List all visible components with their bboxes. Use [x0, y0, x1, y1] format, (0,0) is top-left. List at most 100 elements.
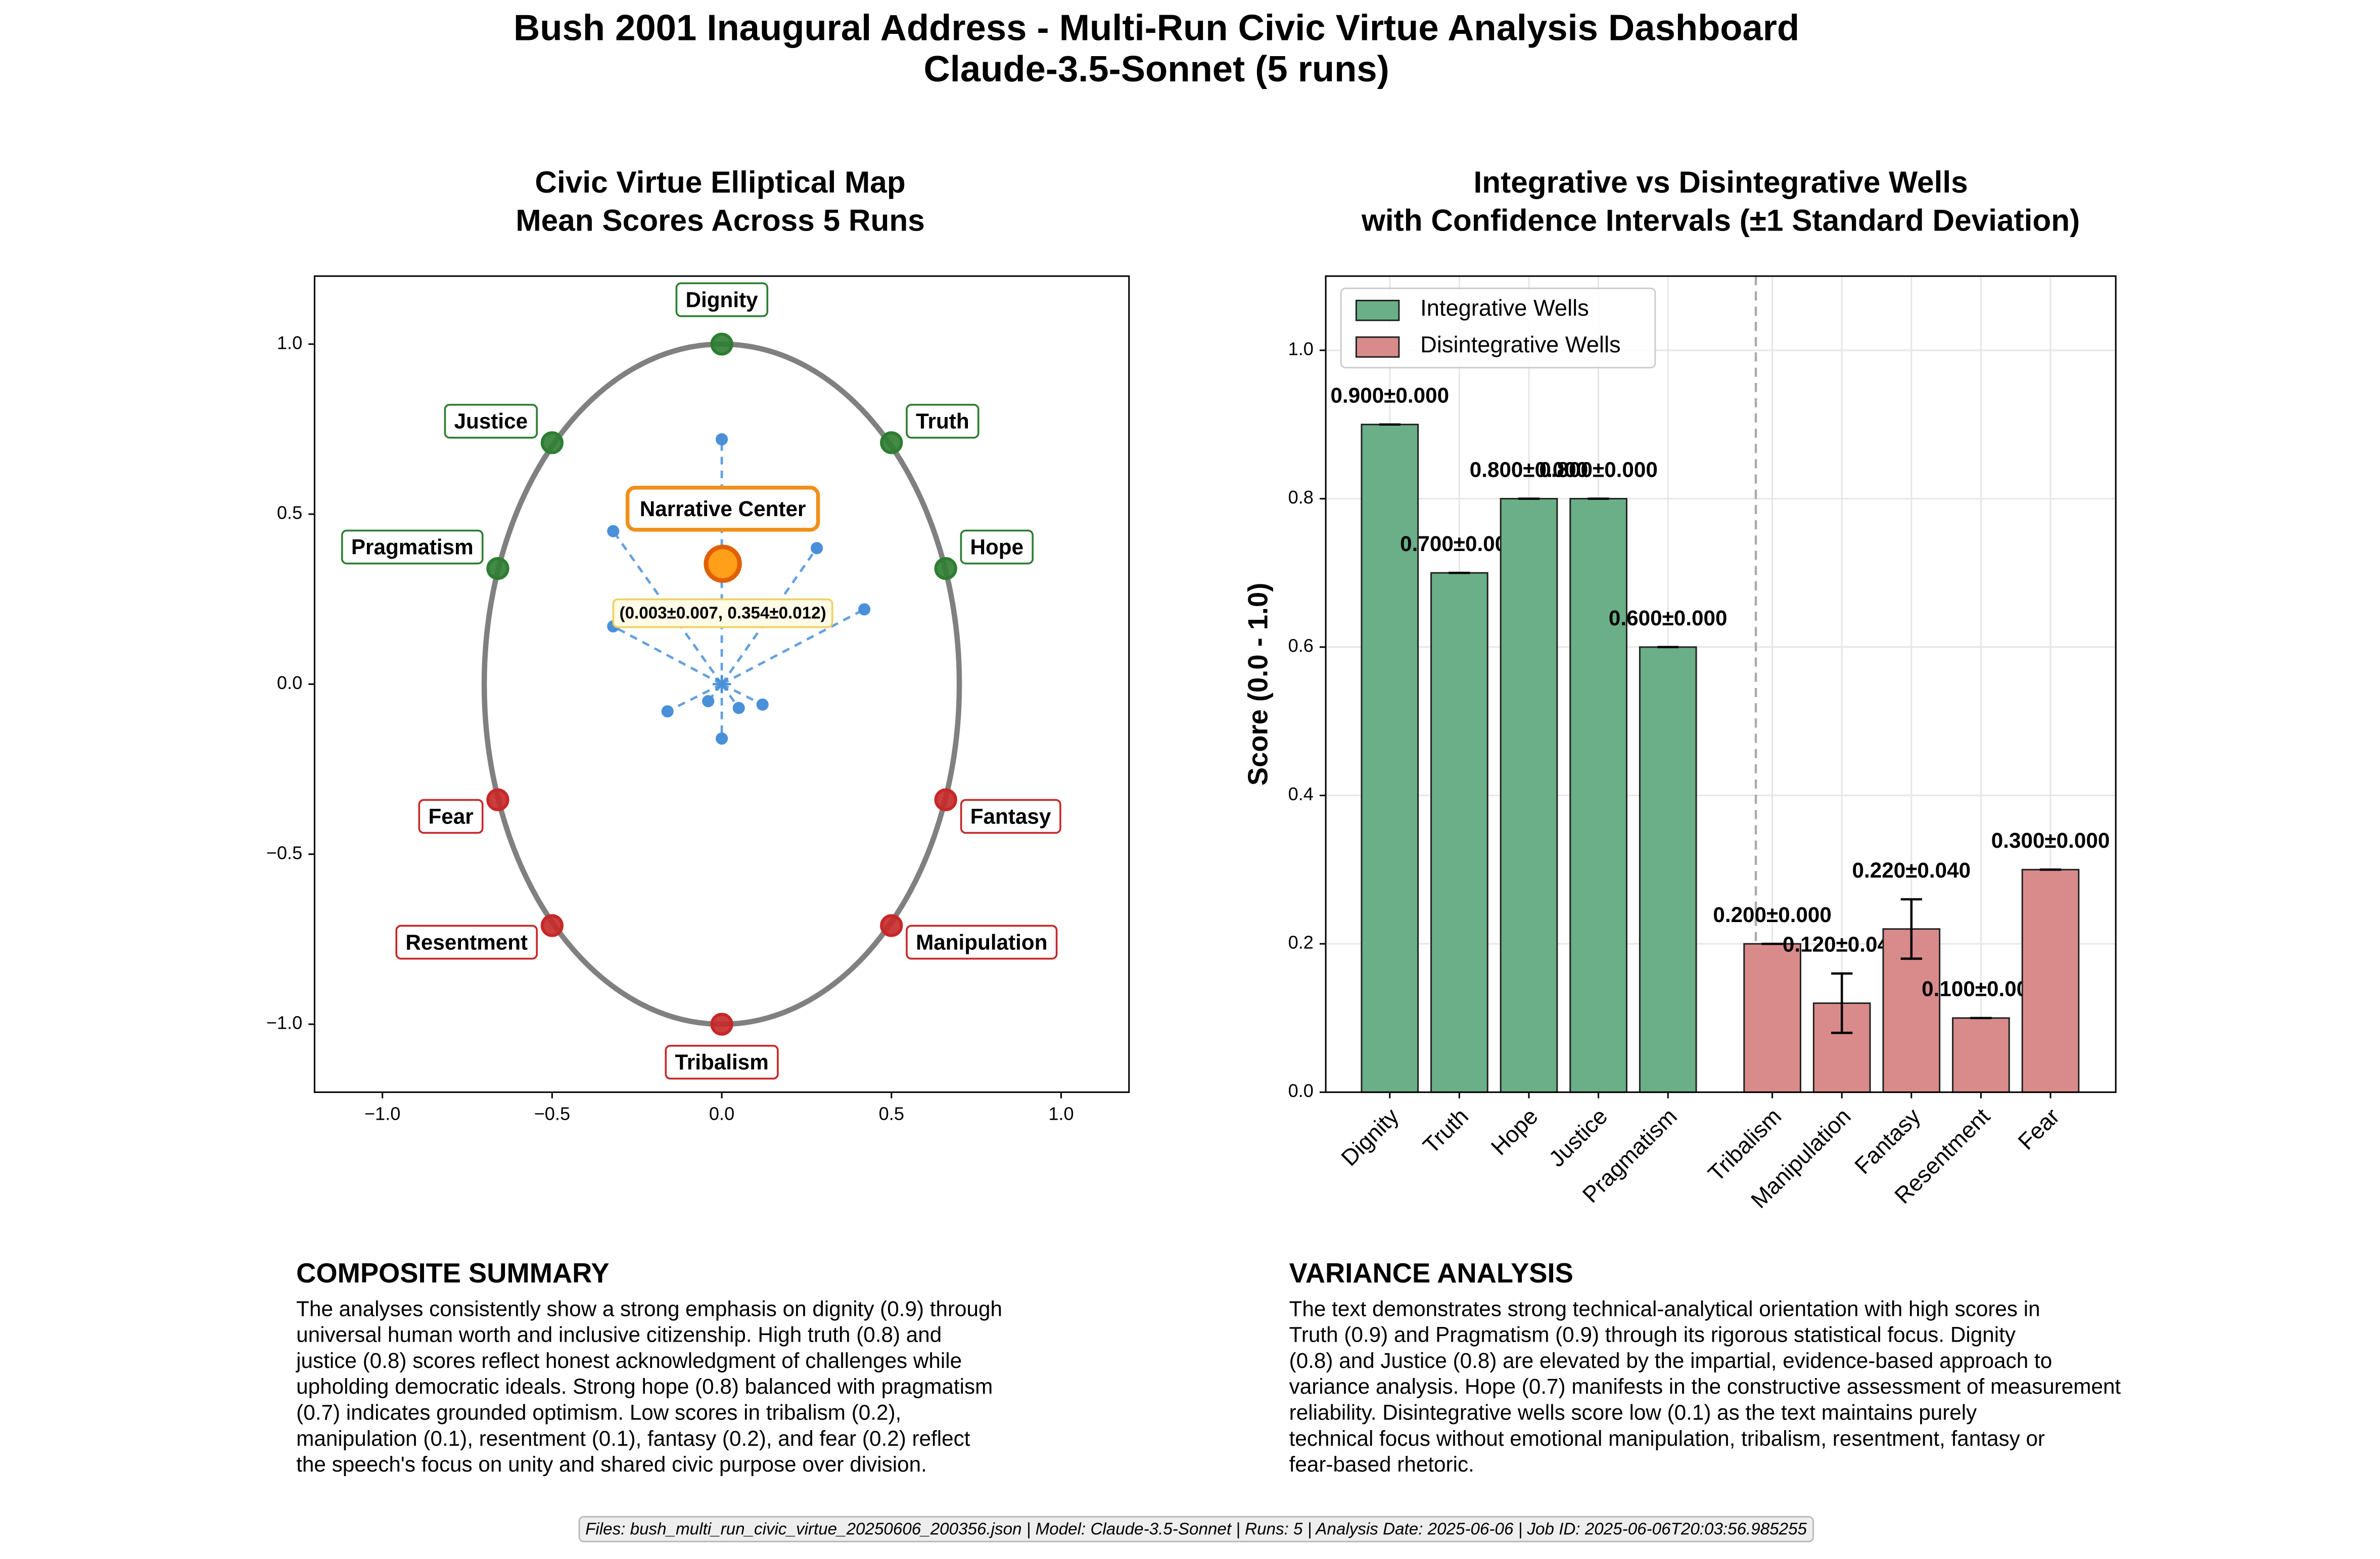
- y-tick-label: 0.6: [1288, 635, 1314, 656]
- well-label-group: Truth: [906, 403, 979, 439]
- bar: [1569, 497, 1627, 1093]
- well-label-box: [960, 529, 1034, 565]
- well-label: Fantasy: [970, 804, 1051, 828]
- well-label-box: [341, 529, 484, 565]
- x-tick-label: Fear: [2013, 1103, 2065, 1155]
- error-bar: [1900, 898, 1922, 960]
- narrative-center-label-box: [625, 485, 820, 532]
- run-point: [702, 695, 715, 708]
- y-tick-label: −0.5: [266, 842, 302, 863]
- footer: Files: bush_multi_run_civic_virtue_20250…: [585, 1520, 1807, 1538]
- section-text: The text demonstrates strong technical-a…: [1289, 1297, 2040, 1320]
- well-label-box: [960, 799, 1061, 834]
- narrative-center-label: Narrative Center: [640, 497, 806, 521]
- section-text: variance analysis. Hope (0.7) manifests …: [1289, 1374, 2121, 1398]
- value-label: 0.900±0.000: [1331, 384, 1450, 407]
- value-label: 0.220±0.040: [1852, 858, 1971, 882]
- value-label: 0.700±0.000: [1400, 532, 1519, 556]
- section-text: fear-based rhetoric.: [1289, 1452, 1474, 1476]
- narrative-center-label-group: Narrative Center: [625, 485, 820, 532]
- section-text: technical focus without emotional manipu…: [1289, 1427, 2045, 1450]
- y-axis-label: Score (0.0 - 1.0): [1243, 583, 1274, 786]
- well-point: [934, 788, 957, 811]
- section-text: universal human worth and inclusive citi…: [296, 1323, 942, 1347]
- x-tick-label: 0.0: [709, 1103, 734, 1124]
- value-label: 0.600±0.000: [1609, 606, 1728, 630]
- well-label-box: [906, 403, 979, 439]
- section-heading: COMPOSITE SUMMARY: [296, 1258, 609, 1289]
- well-label-box: [675, 282, 769, 317]
- well-label: Justice: [454, 409, 528, 433]
- y-tick-label: −1.0: [266, 1013, 302, 1033]
- x-tick-label: Truth: [1418, 1103, 1473, 1159]
- x-tick-label: 0.5: [879, 1103, 904, 1124]
- bar: [1361, 424, 1419, 1093]
- plot-frame: [1325, 275, 2117, 1093]
- run-point: [607, 525, 620, 537]
- y-tick-label: 0.4: [1288, 784, 1314, 804]
- section-text: Truth (0.9) and Pragmatism (0.9) through…: [1289, 1323, 2016, 1347]
- narrative-center: [704, 544, 742, 583]
- run-point: [756, 698, 769, 711]
- run-point: [716, 433, 728, 446]
- well-point: [486, 788, 509, 811]
- section-text: (0.8) and Justice (0.8) are elevated by …: [1289, 1349, 2052, 1372]
- legend-label: Disintegrative Wells: [1420, 332, 1621, 357]
- well-label: Pragmatism: [351, 535, 474, 559]
- y-tick-label: 0.0: [277, 672, 302, 693]
- main-subtitle: Claude-3.5-Sonnet (5 runs): [923, 49, 1389, 89]
- well-point: [486, 557, 509, 580]
- legend-box: [1340, 287, 1656, 369]
- y-tick-label: 1.0: [1288, 339, 1314, 359]
- section-text: (0.7) indicates grounded optimism. Low s…: [296, 1400, 901, 1424]
- run-point: [716, 732, 728, 745]
- well-point: [934, 557, 957, 580]
- narrative-center-coordinates: (0.003±0.007, 0.354±0.012): [620, 604, 826, 623]
- bar: [1743, 943, 1801, 1093]
- well-label-group: Pragmatism: [341, 529, 484, 565]
- well-label: Truth: [916, 409, 969, 433]
- section-text: upholding democratic ideals. Strong hope…: [296, 1374, 993, 1398]
- y-tick-label: 0.2: [1288, 932, 1314, 953]
- y-tick-label: 0.5: [277, 502, 302, 523]
- section-text: reliability. Disintegrative wells score …: [1289, 1400, 1978, 1424]
- x-tick-label: −0.5: [534, 1103, 570, 1124]
- y-tick-label: 0.8: [1288, 487, 1314, 508]
- well-label-box: [906, 925, 1058, 960]
- bar: [1639, 646, 1697, 1093]
- x-tick-label: Justice: [1544, 1103, 1613, 1172]
- well-label: Fear: [428, 804, 473, 828]
- narrative-center-coordinates-box: [612, 598, 833, 628]
- x-tick-label: −1.0: [364, 1103, 400, 1124]
- y-tick-label: 0.0: [1288, 1080, 1314, 1101]
- well-label: Resentment: [405, 930, 528, 954]
- run-point: [661, 705, 674, 718]
- bar: [1430, 572, 1488, 1093]
- well-label: Hope: [970, 535, 1024, 559]
- well-point: [880, 431, 903, 454]
- legend-swatch: [1355, 336, 1400, 358]
- run-vector: [667, 683, 723, 713]
- section-text: the speech's focus on unity and shared c…: [296, 1452, 927, 1476]
- bar-subtitle: with Confidence Intervals (±1 Standard D…: [1361, 203, 2080, 238]
- x-tick-label: 1.0: [1048, 1103, 1074, 1124]
- footer-box: [578, 1516, 1814, 1542]
- value-label: 0.200±0.000: [1713, 903, 1832, 927]
- well-point: [710, 333, 733, 356]
- bar-title: Integrative vs Disintegrative Wells: [1474, 165, 1968, 199]
- well-label-group: Hope: [960, 529, 1034, 565]
- main-title: Bush 2001 Inaugural Address - Multi-Run …: [514, 7, 1799, 48]
- well-label: Dignity: [686, 288, 759, 311]
- section-text: The analyses consistently show a strong …: [296, 1297, 1002, 1320]
- section-text: manipulation (0.1), resentment (0.1), fa…: [296, 1427, 970, 1450]
- well-label-group: Tribalism: [665, 1044, 779, 1080]
- well-label-box: [665, 1044, 779, 1080]
- well-label: Manipulation: [916, 930, 1047, 954]
- x-tick-label: Dignity: [1336, 1103, 1404, 1171]
- y-tick-label: 1.0: [277, 332, 302, 353]
- run-vector: [721, 683, 763, 706]
- well-label-box: [444, 403, 538, 439]
- error-bar: [1831, 972, 1853, 1034]
- bar: [1500, 497, 1558, 1093]
